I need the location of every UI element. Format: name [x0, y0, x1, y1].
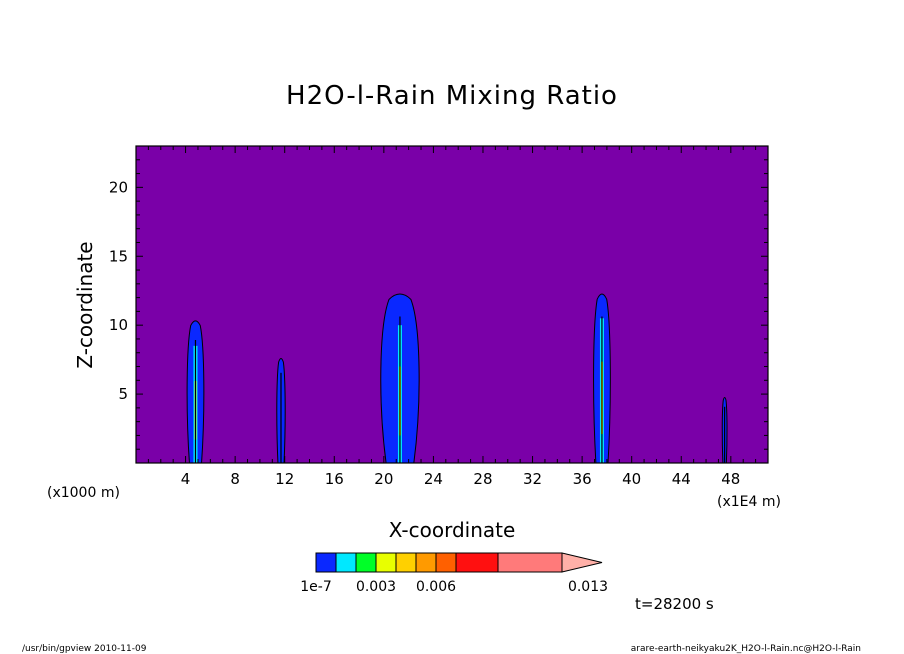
x-tick-label: 12	[275, 470, 294, 488]
chart-title: H2O-l-Rain Mixing Ratio	[286, 81, 618, 111]
colorbar-labels: 1e-7 0.003 0.006 0.013	[300, 579, 608, 595]
colorbar	[315, 552, 603, 573]
x-tick-label: 40	[622, 470, 641, 488]
footer-left: /usr/bin/gpview 2010-11-09	[22, 644, 147, 654]
colorbar-label: 1e-7	[300, 579, 331, 595]
colorbar-segment	[375, 552, 397, 573]
x-axis: 4 8 12 16 20 24 28 32 36 40 44 48	[147, 146, 757, 488]
y-axis-label: Z-coordinate	[73, 241, 97, 368]
footer-right: arare-earth-neikyaku2K_H2O-l-Rain.nc@H2O…	[631, 644, 861, 654]
x-tick-label: 28	[473, 470, 492, 488]
y-axis: 5 10 15 20	[109, 159, 768, 450]
x-unit-left: (x1000 m)	[47, 485, 120, 501]
colorbar-arrow	[561, 552, 603, 573]
x-tick-label: 8	[230, 470, 240, 488]
x-axis-label: X-coordinate	[389, 518, 516, 542]
y-tick-label: 10	[109, 316, 128, 334]
colorbar-segment	[497, 552, 563, 573]
x-tick-label: 16	[325, 470, 344, 488]
colorbar-segment	[315, 552, 337, 573]
colorbar-label: 0.013	[568, 579, 608, 595]
x-tick-label: 36	[573, 470, 592, 488]
x-unit-right: (x1E4 m)	[717, 494, 781, 510]
y-tick-label: 15	[109, 247, 128, 265]
plot-frame	[135, 145, 769, 464]
colorbar-segment	[415, 552, 437, 573]
y-tick-label: 5	[118, 385, 128, 403]
time-label: t=28200 s	[635, 595, 714, 613]
y-tick-label: 20	[109, 178, 128, 196]
colorbar-segment	[395, 552, 417, 573]
x-tick-label: 24	[424, 470, 443, 488]
x-tick-label: 44	[672, 470, 691, 488]
plot-background	[136, 146, 768, 463]
colorbar-segment	[435, 552, 457, 573]
colorbar-label: 0.006	[416, 579, 456, 595]
colorbar-segment	[355, 552, 377, 573]
x-tick-label: 4	[181, 470, 191, 488]
plot-area	[136, 146, 768, 464]
colorbar-segment	[455, 552, 499, 573]
x-tick-label: 32	[523, 470, 542, 488]
colorbar-segment	[335, 552, 357, 573]
x-tick-label: 20	[374, 470, 393, 488]
colorbar-label: 0.003	[356, 579, 396, 595]
x-tick-label: 48	[721, 470, 740, 488]
